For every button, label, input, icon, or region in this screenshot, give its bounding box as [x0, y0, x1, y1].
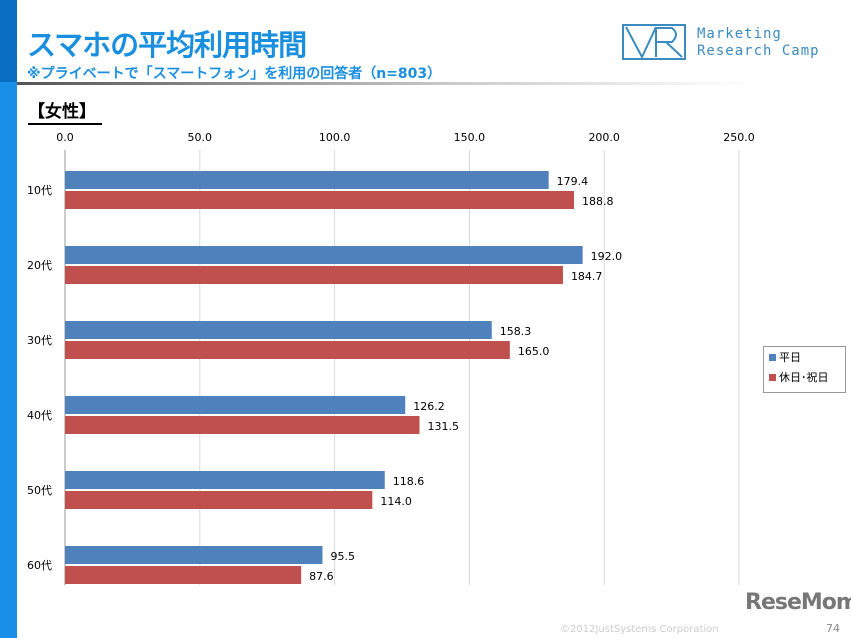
data-label: 192.0	[591, 250, 623, 263]
bar	[65, 396, 406, 414]
data-label: 184.7	[571, 270, 603, 283]
category-label: 20代	[27, 259, 52, 272]
legend-swatch	[769, 353, 776, 361]
bar	[65, 566, 302, 584]
data-label: 95.5	[330, 550, 355, 563]
bar	[65, 491, 373, 509]
bar	[65, 321, 492, 339]
legend: 平日 休日･祝日	[763, 346, 846, 393]
data-label: 126.2	[413, 400, 445, 413]
data-label: 114.0	[380, 495, 412, 508]
tick-label: 0.0	[56, 131, 74, 144]
legend-item: 休日･祝日	[764, 367, 845, 387]
page-title: スマホの平均利用時間	[27, 28, 307, 62]
category-label: 40代	[27, 409, 52, 422]
data-label: 179.4	[557, 175, 589, 188]
page-number: 74	[826, 622, 840, 635]
category-label: 30代	[27, 334, 52, 347]
legend-item: 平日	[764, 347, 845, 367]
bar	[65, 416, 420, 434]
category-label: 10代	[27, 184, 52, 197]
tick-label: 250.0	[723, 131, 755, 144]
logo-icon	[622, 24, 686, 60]
sidebar-bar	[0, 82, 17, 638]
category-label: 50代	[27, 484, 52, 497]
section-label: 【女性】	[28, 97, 102, 125]
divider	[17, 82, 757, 85]
bar	[65, 546, 323, 564]
tick-label: 50.0	[188, 131, 213, 144]
page-subtitle: ※プライベートで「スマートフォン」を利用の回答者（n=803）	[27, 66, 442, 82]
data-label: 131.5	[428, 420, 460, 433]
bar	[65, 191, 575, 209]
copyright: ©2012JustSystems Corporation	[560, 624, 719, 635]
bar	[65, 471, 385, 489]
tick-label: 200.0	[588, 131, 620, 144]
tick-label: 150.0	[454, 131, 486, 144]
data-label: 165.0	[518, 345, 550, 358]
bar	[65, 246, 583, 264]
logo-text: Marketing Research Camp	[697, 26, 820, 59]
bar	[65, 266, 563, 284]
category-label: 60代	[27, 559, 52, 572]
legend-swatch	[769, 373, 776, 381]
watermark: ReseMom	[745, 590, 851, 615]
bar	[65, 171, 549, 189]
sidebar-accent	[0, 0, 17, 82]
data-label: 158.3	[500, 325, 532, 338]
data-label: 188.8	[582, 195, 614, 208]
data-label: 118.6	[393, 475, 425, 488]
bar	[65, 341, 510, 359]
tick-label: 100.0	[319, 131, 351, 144]
data-label: 87.6	[309, 570, 334, 583]
